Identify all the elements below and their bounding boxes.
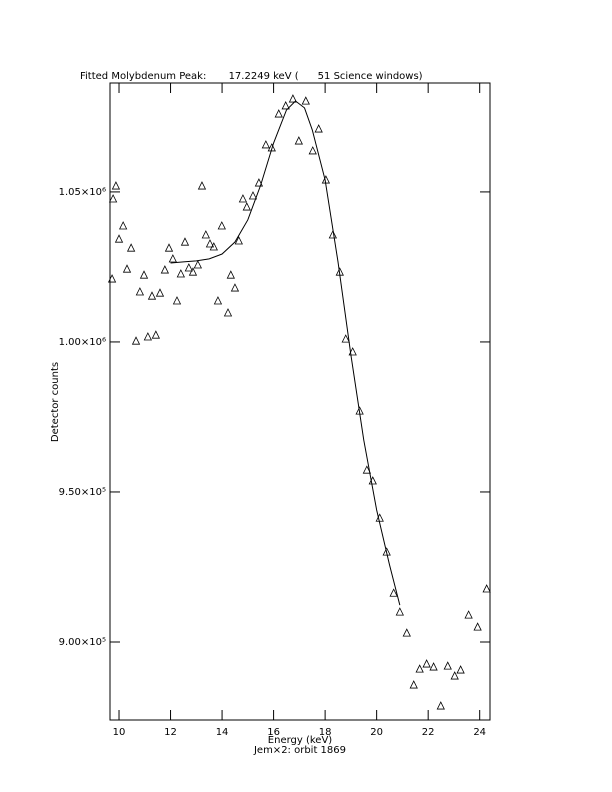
data-point xyxy=(248,191,258,200)
data-point xyxy=(176,269,185,278)
data-point xyxy=(180,237,190,246)
data-point xyxy=(422,659,431,668)
data-point xyxy=(348,347,357,356)
data-point xyxy=(473,622,482,631)
data-point xyxy=(464,610,473,619)
y-tick-label: 1.05×10⁶ xyxy=(59,187,106,198)
data-point xyxy=(314,124,323,133)
data-point xyxy=(155,288,165,297)
x-tick-label: 10 xyxy=(113,727,126,738)
data-point xyxy=(450,671,459,680)
chart-title: Fitted Molybdenum Peak: 17.2249 keV ( 51… xyxy=(80,71,423,82)
data-point xyxy=(274,109,283,118)
data-point xyxy=(362,465,372,474)
x-tick-label: 14 xyxy=(216,727,229,738)
data-point xyxy=(205,239,215,248)
x-tick-label: 20 xyxy=(370,727,383,738)
data-point xyxy=(201,230,210,239)
data-point xyxy=(341,334,350,343)
data-point xyxy=(107,274,117,283)
data-point xyxy=(409,680,418,689)
x-tick-label: 12 xyxy=(164,727,177,738)
data-point xyxy=(143,332,153,341)
data-point xyxy=(267,143,276,152)
y-tick-label: 1.00×10⁶ xyxy=(59,337,106,348)
data-point xyxy=(254,178,264,187)
data-point xyxy=(184,263,193,272)
data-point xyxy=(172,296,182,305)
data-point xyxy=(375,513,384,522)
fit-curve xyxy=(170,100,401,606)
plot-frame xyxy=(109,82,491,721)
y-axis-label: Detector counts xyxy=(50,362,61,442)
x-tick-label: 16 xyxy=(267,727,280,738)
data-point xyxy=(436,701,445,710)
y-tick-label: 9.00×10⁵ xyxy=(59,637,106,648)
data-point xyxy=(223,308,233,317)
data-point xyxy=(415,664,424,673)
data-point xyxy=(402,628,411,637)
data-point xyxy=(288,94,298,103)
data-point xyxy=(197,181,207,190)
data-point xyxy=(193,260,202,269)
data-point xyxy=(135,287,145,296)
data-point xyxy=(234,236,243,245)
data-point xyxy=(111,181,121,190)
data-point xyxy=(443,661,452,670)
data-point xyxy=(281,101,290,110)
data-point xyxy=(301,96,310,105)
subtitle: Jem×2: orbit 1869 xyxy=(253,745,346,756)
data-point xyxy=(230,283,240,292)
data-point xyxy=(188,267,198,276)
data-point xyxy=(429,662,438,671)
data-point xyxy=(209,242,218,251)
data-point xyxy=(108,194,118,203)
data-point xyxy=(389,588,398,597)
data-point xyxy=(114,234,124,243)
x-axis-label: Energy (keV) xyxy=(268,735,333,746)
data-point xyxy=(131,336,141,345)
data-point xyxy=(456,665,465,674)
data-point xyxy=(226,270,235,279)
data-point xyxy=(261,140,271,149)
data-point xyxy=(160,265,170,274)
data-point xyxy=(328,230,337,239)
y-tick-label: 9.50×10⁵ xyxy=(59,487,106,498)
data-point xyxy=(242,202,251,211)
data-point xyxy=(217,221,226,230)
data-point xyxy=(213,296,223,305)
data-point xyxy=(395,607,404,616)
x-tick-label: 18 xyxy=(319,727,332,738)
data-point xyxy=(147,291,157,300)
data-point xyxy=(151,330,161,339)
x-tick-label: 22 xyxy=(422,727,435,738)
data-point xyxy=(294,136,303,145)
data-point xyxy=(482,584,491,593)
data-point xyxy=(126,243,136,252)
data-point xyxy=(122,264,132,273)
data-point xyxy=(168,254,178,263)
data-point xyxy=(382,547,391,556)
data-point xyxy=(238,194,248,203)
x-tick-label: 24 xyxy=(473,727,486,738)
data-point xyxy=(164,243,174,252)
data-point xyxy=(118,221,128,230)
data-point xyxy=(308,146,317,155)
data-point xyxy=(139,270,149,279)
